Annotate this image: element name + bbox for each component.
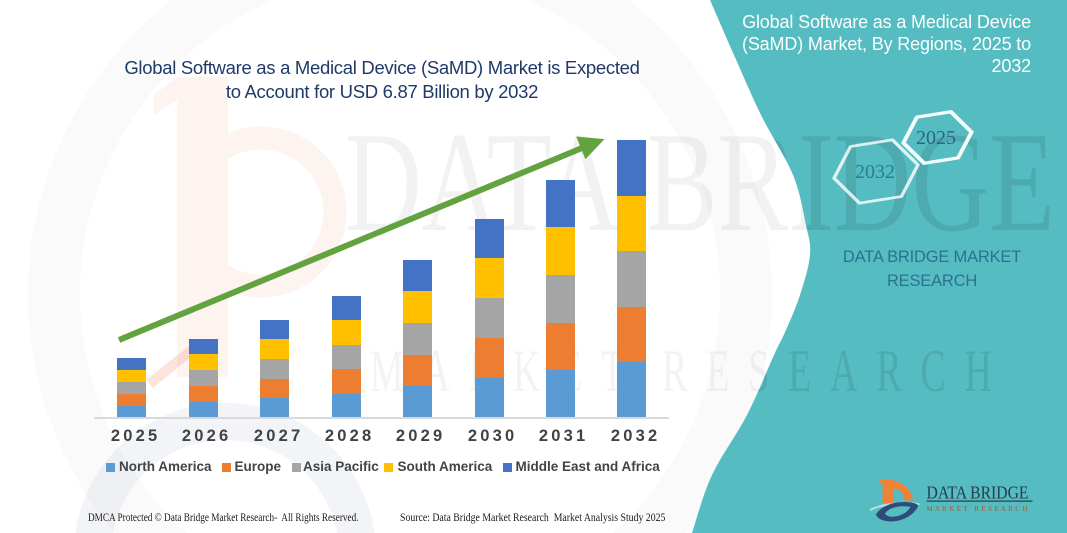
svg-text:M A R K E T R E S E A R C H: M A R K E T R E S E A R C H	[927, 505, 1028, 513]
svg-text:2032: 2032	[855, 161, 895, 183]
svg-text:DATA BRIDGE: DATA BRIDGE	[927, 483, 1029, 503]
svg-text:2025: 2025	[916, 127, 956, 149]
